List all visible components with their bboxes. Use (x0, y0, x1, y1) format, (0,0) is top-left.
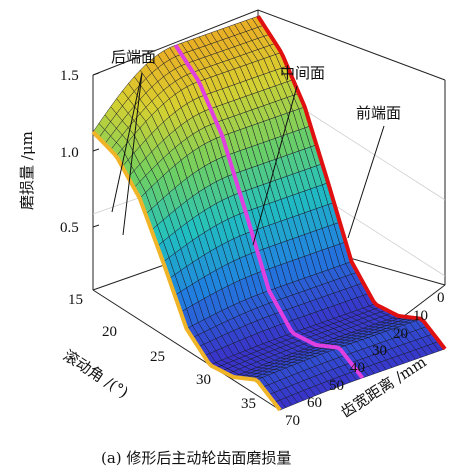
edge-profile-line (173, 44, 365, 380)
box-front-bottom (92, 289, 281, 411)
y-tick-20: 20 (102, 324, 117, 340)
x-tick-50: 50 (329, 378, 344, 394)
leader-rear-2 (122, 72, 143, 236)
x-tick-40: 40 (350, 360, 365, 376)
x-tick-60: 60 (307, 395, 322, 411)
y-tick-35: 35 (241, 396, 256, 412)
annotation-leaders (111, 72, 385, 246)
x-tick-70: 70 (285, 413, 300, 429)
label-front-face: 前端面 (356, 104, 401, 122)
z-tick-marks (92, 72, 100, 228)
edge-profiles (91, 15, 447, 412)
label-rear-face: 后端面 (111, 48, 156, 66)
figure-caption: (a) 修形后主动轮齿面磨损量 (101, 449, 291, 467)
leader-rear (111, 72, 143, 213)
leader-middle (252, 85, 298, 246)
y-tick-15: 15 (68, 292, 83, 308)
leader-front (347, 125, 385, 239)
y-axis-label: 滚动角 /(°) (60, 346, 132, 401)
x-tick-10: 10 (413, 308, 428, 324)
x-tick-0: 0 (437, 290, 445, 306)
label-middle-face: 中间面 (280, 64, 325, 82)
x-tick-20: 20 (393, 326, 408, 342)
z-tick-1.5: 1.5 (60, 68, 79, 84)
edge-profile-line (91, 130, 282, 412)
edge-profile-line (256, 15, 447, 351)
y-tick-25: 25 (150, 349, 165, 365)
z-axis-label: 磨损量 /μm (18, 131, 36, 210)
z-tick-0.5: 0.5 (60, 220, 79, 236)
x-tick-30: 30 (372, 343, 387, 359)
z-tick-1.0: 1.0 (60, 145, 79, 161)
wear-surface (92, 15, 446, 411)
y-tick-30: 30 (196, 372, 211, 388)
